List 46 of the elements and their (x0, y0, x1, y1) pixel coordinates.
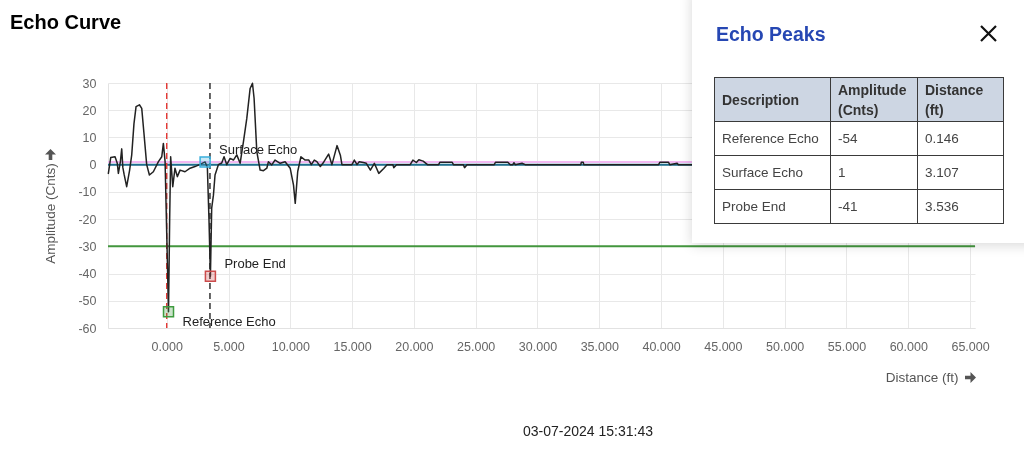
text: Distance (ft) (917, 77, 1004, 122)
data-label: 3.536 (917, 189, 1004, 224)
x-tick-label: 5.000 (213, 339, 245, 354)
x-tick-label: 40.000 (642, 339, 681, 354)
point (162, 305, 175, 318)
annotation: Probe End (224, 256, 286, 272)
category-label: Probe End (714, 189, 831, 224)
y-tick-label: -10 (78, 185, 97, 200)
y-tick-label: -20 (78, 212, 97, 227)
y-tick-label: -30 (78, 239, 97, 254)
y-tick-label: 30 (82, 76, 97, 91)
x-tick-label: 15.000 (333, 339, 372, 354)
x-tick-label: 60.000 (889, 339, 928, 354)
point (199, 156, 211, 168)
y-axis-title: Amplitude (Cnts) (42, 163, 58, 264)
point (204, 270, 217, 283)
data-label: 1 (830, 155, 918, 190)
y-tick-label: 0 (89, 158, 97, 173)
x-tick-label: 45.000 (704, 339, 743, 354)
y-tick-label: -40 (78, 267, 97, 282)
x-tick-label: 25.000 (457, 339, 496, 354)
category-label: Reference Echo (714, 121, 831, 156)
x-axis-title: Distance (ft) (885, 369, 959, 385)
x-tick-label: 50.000 (766, 339, 805, 354)
x-tick-label: 10.000 (271, 339, 310, 354)
text: 03-07-2024 15:31:43 (523, 423, 653, 439)
y-tick-label: 20 (82, 103, 97, 118)
x-tick-label: 55.000 (827, 339, 867, 354)
data-label: 3.107 (917, 155, 1004, 190)
data-label: 0.146 (917, 121, 1004, 156)
y-tick-label: -50 (78, 294, 97, 309)
series-label: Amplitude (Cnts) (830, 77, 918, 122)
category-label: Surface Echo (714, 155, 831, 190)
x-tick-label: 20.000 (395, 339, 434, 354)
x-tick-label: 0.000 (151, 339, 183, 354)
chart-title: Echo Curve (10, 11, 122, 33)
text: Description (714, 77, 831, 122)
x-tick-label: 65.000 (951, 339, 990, 354)
x-tick-label: 35.000 (580, 339, 619, 354)
y-tick-label: 10 (82, 130, 97, 145)
x-tick-label: 30.000 (518, 339, 558, 354)
y-tick-label: -60 (78, 321, 97, 336)
text: Echo Peaks (716, 22, 826, 46)
data-label: -54 (830, 121, 918, 156)
annotation: Reference Echo (182, 313, 276, 329)
data-label: -41 (830, 189, 918, 224)
